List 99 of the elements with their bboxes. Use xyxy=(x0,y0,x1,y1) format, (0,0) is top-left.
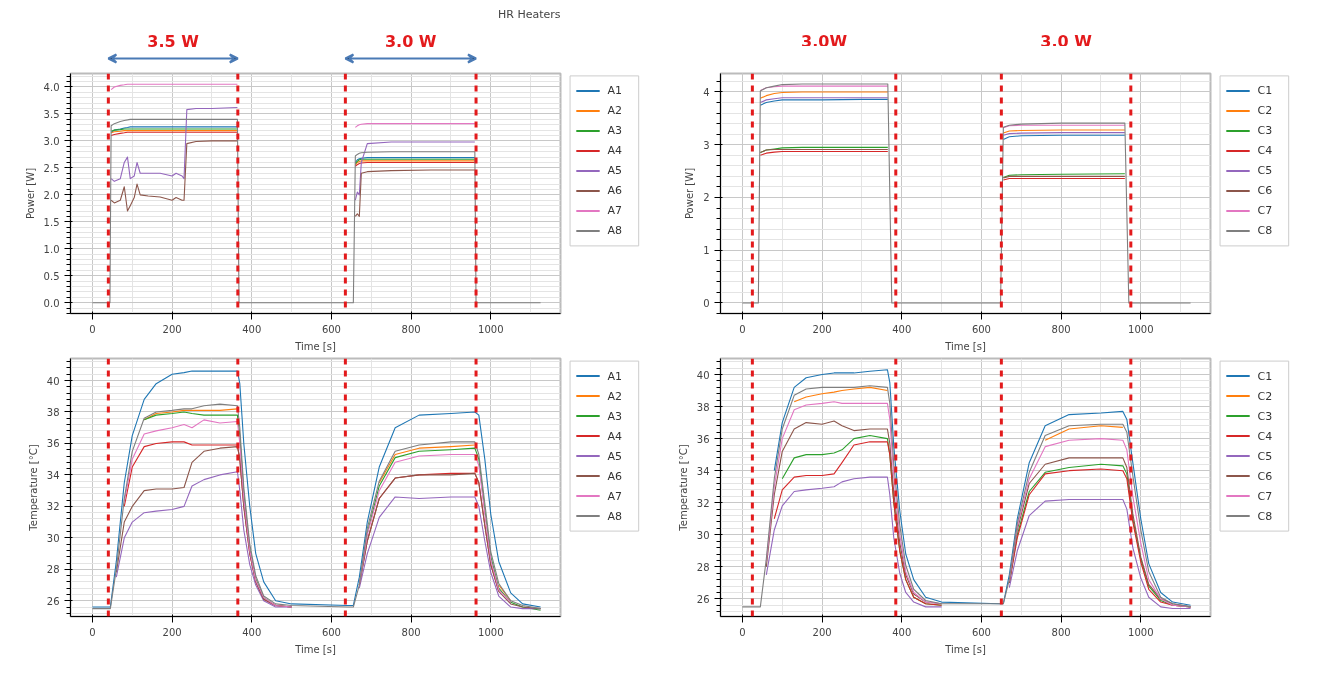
x-tick-label: 1000 xyxy=(1128,323,1154,335)
legend-label: C8 xyxy=(1257,224,1273,238)
x-axis-title: Time [s] xyxy=(944,643,986,655)
legend-label: C2 xyxy=(1257,389,1273,403)
legend-label: A3 xyxy=(607,409,623,423)
chart-title: HR Heaters xyxy=(497,7,561,21)
legend-label: A6 xyxy=(607,184,623,198)
x-tick-label: 600 xyxy=(321,626,341,638)
y-tick-label: 36 xyxy=(46,438,60,450)
legend-label: C4 xyxy=(1257,144,1273,158)
y-tick-label: 38 xyxy=(46,406,60,418)
legend-label: C1 xyxy=(1257,84,1273,98)
x-tick-label: 800 xyxy=(1051,323,1071,335)
y-tick-label: 0.5 xyxy=(43,270,60,282)
x-tick-label: 800 xyxy=(401,626,421,638)
y-tick-label: 2 xyxy=(703,192,710,204)
legend-label: A2 xyxy=(607,104,623,118)
y-tick-label: 1 xyxy=(703,245,710,257)
legend-label: C5 xyxy=(1257,164,1273,178)
x-tick-label: 1000 xyxy=(1128,626,1154,638)
y-tick-label: 38 xyxy=(696,401,710,413)
y-axis-title: Temperature [°C] xyxy=(677,444,689,532)
x-tick-label: 400 xyxy=(242,626,262,638)
x-tick-label: 200 xyxy=(162,323,182,335)
x-tick-label: 600 xyxy=(321,323,341,335)
x-tick-label: 800 xyxy=(401,323,421,335)
legend-label: C3 xyxy=(1257,409,1273,423)
x-tick-label: 600 xyxy=(971,323,991,335)
x-tick-label: 0 xyxy=(739,323,746,335)
y-tick-label: 1.0 xyxy=(43,243,60,255)
y-tick-label: 3 xyxy=(703,139,710,151)
legend-label: A7 xyxy=(607,204,623,218)
legend-label: C8 xyxy=(1257,509,1273,523)
legend-label: C2 xyxy=(1257,104,1273,118)
y-tick-label: 28 xyxy=(46,564,60,576)
y-tick-label: 36 xyxy=(696,433,710,445)
text: 3.0 W xyxy=(384,32,437,52)
x-tick-label: 400 xyxy=(892,626,912,638)
y-axis-title: Temperature [°C] xyxy=(27,444,39,532)
x-axis-title: Time [s] xyxy=(294,340,336,352)
legend-label: A1 xyxy=(607,369,623,383)
y-tick-label: 40 xyxy=(46,375,60,387)
x-tick-label: 200 xyxy=(812,323,832,335)
legend-label: C4 xyxy=(1257,429,1273,443)
y-tick-label: 26 xyxy=(46,595,60,607)
y-tick-label: 0.0 xyxy=(43,297,60,309)
x-axis-title: Time [s] xyxy=(944,340,986,352)
y-tick-label: 3.5 xyxy=(43,108,60,120)
y-tick-label: 4.0 xyxy=(43,81,60,93)
text: 3.5 W xyxy=(147,32,200,52)
line-series xyxy=(741,83,1192,304)
y-tick-label: 26 xyxy=(696,593,710,605)
legend-label: A4 xyxy=(607,429,623,443)
y-tick-label: 0 xyxy=(703,297,710,309)
y-tick-label: 34 xyxy=(696,465,710,477)
y-tick-label: 2.0 xyxy=(43,189,60,201)
legend-label: C1 xyxy=(1257,369,1273,383)
legend-label: A2 xyxy=(607,389,623,403)
y-tick-label: 30 xyxy=(696,529,710,541)
legend-label: A3 xyxy=(607,124,623,138)
legend-label: C3 xyxy=(1257,124,1273,138)
legend-label: A5 xyxy=(607,449,623,463)
legend-label: C7 xyxy=(1257,204,1273,218)
x-tick-label: 400 xyxy=(242,323,262,335)
y-tick-label: 32 xyxy=(696,497,710,509)
x-tick-label: 800 xyxy=(1051,626,1071,638)
y-tick-label: 32 xyxy=(46,501,60,513)
y-axis-title: Power [W] xyxy=(684,167,696,220)
y-tick-label: 3.0 xyxy=(43,135,60,147)
x-tick-label: 0 xyxy=(89,323,96,335)
legend-label: C6 xyxy=(1257,469,1273,483)
y-tick-label: 28 xyxy=(696,561,710,573)
y-tick-label: 1.5 xyxy=(43,216,60,228)
x-tick-label: 200 xyxy=(162,626,182,638)
legend-label: A7 xyxy=(607,489,623,503)
y-tick-label: 2.5 xyxy=(43,162,60,174)
legend-label: A6 xyxy=(607,469,623,483)
legend-label: C5 xyxy=(1257,449,1273,463)
x-tick-label: 1000 xyxy=(478,323,504,335)
y-tick-label: 4 xyxy=(703,86,710,98)
legend-label: A8 xyxy=(607,224,623,238)
legend-label: A8 xyxy=(607,509,623,523)
x-tick-label: 200 xyxy=(812,626,832,638)
legend-label: A1 xyxy=(607,84,623,98)
x-tick-label: 400 xyxy=(892,323,912,335)
line-series xyxy=(91,118,542,304)
y-axis-title: Power [W] xyxy=(24,167,36,220)
x-tick-label: 0 xyxy=(739,626,746,638)
legend-label: A5 xyxy=(607,164,623,178)
x-tick-label: 600 xyxy=(971,626,991,638)
x-tick-label: 1000 xyxy=(478,626,504,638)
legend-label: C6 xyxy=(1257,184,1273,198)
y-tick-label: 34 xyxy=(46,469,60,481)
y-tick-label: 30 xyxy=(46,532,60,544)
legend-label: C7 xyxy=(1257,489,1273,503)
x-axis-title: Time [s] xyxy=(294,643,336,655)
legend-label: A4 xyxy=(607,144,623,158)
y-tick-label: 40 xyxy=(696,369,710,381)
x-tick-label: 0 xyxy=(89,626,96,638)
